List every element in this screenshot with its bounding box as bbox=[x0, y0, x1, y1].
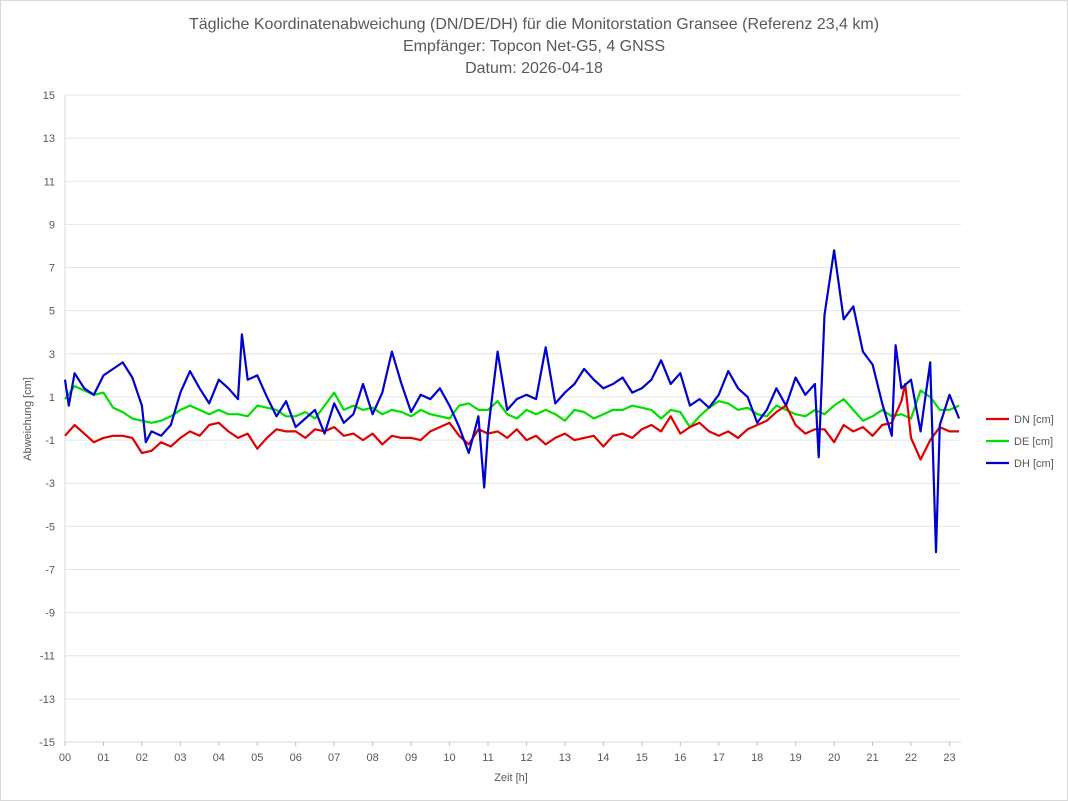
y-tick-label: 1 bbox=[49, 392, 55, 404]
x-tick-label: 02 bbox=[136, 752, 148, 764]
x-tick-label: 09 bbox=[405, 752, 417, 764]
x-tick-label: 05 bbox=[251, 752, 263, 764]
chart-title-block: Tägliche Koordinatenabweichung (DN/DE/DH… bbox=[189, 16, 879, 77]
y-tick-label: 11 bbox=[44, 176, 55, 188]
legend-entry: DN [cm] bbox=[1014, 414, 1054, 426]
y-tick-label: 15 bbox=[43, 90, 55, 102]
y-tick-label: -13 bbox=[39, 694, 55, 706]
x-tick-label: 12 bbox=[520, 752, 532, 764]
series-lines bbox=[63, 249, 961, 554]
y-tick-label: -15 bbox=[39, 737, 55, 749]
y-tick-label: -9 bbox=[45, 608, 55, 620]
y-tick-label: 9 bbox=[49, 219, 55, 231]
x-tick-label: 13 bbox=[559, 752, 571, 764]
legend-entry: DH [cm] bbox=[1014, 458, 1054, 470]
y-tick-label: 13 bbox=[43, 133, 55, 145]
x-tick-label: 23 bbox=[943, 752, 955, 764]
x-tick-label: 22 bbox=[905, 752, 917, 764]
y-tick-label: 7 bbox=[49, 263, 55, 275]
x-tick-label: 17 bbox=[713, 752, 725, 764]
y-tick-label: 3 bbox=[49, 349, 55, 361]
series-line-dh bbox=[63, 249, 961, 554]
x-tick-label: 03 bbox=[174, 752, 186, 764]
x-tick-label: 04 bbox=[213, 752, 225, 764]
x-tick-label: 16 bbox=[674, 752, 686, 764]
y-tick-label: -3 bbox=[45, 478, 55, 490]
x-tick-label: 06 bbox=[290, 752, 302, 764]
y-tick-label: -1 bbox=[45, 435, 55, 447]
x-tick-label: 07 bbox=[328, 752, 340, 764]
chart-title-line-2: Empfänger: Topcon Net-G5, 4 GNSS bbox=[403, 38, 665, 55]
x-tick-label: 11 bbox=[482, 752, 493, 764]
chart-title-line-1: Tägliche Koordinatenabweichung (DN/DE/DH… bbox=[189, 16, 879, 33]
x-tick-label: 18 bbox=[751, 752, 763, 764]
grid-lines bbox=[64, 94, 961, 743]
y-tick-label: 5 bbox=[49, 306, 55, 318]
x-tick-label: 19 bbox=[790, 752, 802, 764]
x-tick-label: 21 bbox=[866, 752, 878, 764]
x-tick-label: 14 bbox=[597, 752, 609, 764]
x-tick-label: 10 bbox=[443, 752, 455, 764]
legend-entry: DE [cm] bbox=[1014, 436, 1053, 448]
legend: DN [cm] DE [cm] DH [cm] bbox=[986, 414, 1054, 470]
y-tick-label: -7 bbox=[45, 564, 55, 576]
x-tick-label: 08 bbox=[367, 752, 379, 764]
x-tick-label: 20 bbox=[828, 752, 840, 764]
chart-title-line-3: Datum: 2026-04-18 bbox=[465, 60, 603, 77]
series-line-de bbox=[64, 385, 960, 429]
x-tick-label: 01 bbox=[97, 752, 109, 764]
series-line-dn bbox=[64, 382, 960, 461]
y-tick-labels: 15 13 11 9 7 5 3 1 -1 -3 -5 -7 -9 -11 -13 -15 bbox=[39, 90, 55, 749]
x-tick-labels: 00 01 02 03 04 05 06 07 08 09 10 11 12 13 14 15 16 17 18 19… bbox=[59, 742, 956, 764]
y-tick-label: -5 bbox=[45, 521, 55, 533]
x-tick-label: 00 bbox=[59, 752, 71, 764]
y-tick-label: -11 bbox=[40, 651, 55, 663]
y-axis-label: Abweichung [cm] bbox=[22, 377, 34, 461]
x-axis-label: Zeit [h] bbox=[494, 772, 528, 784]
x-tick-label: 15 bbox=[636, 752, 648, 764]
